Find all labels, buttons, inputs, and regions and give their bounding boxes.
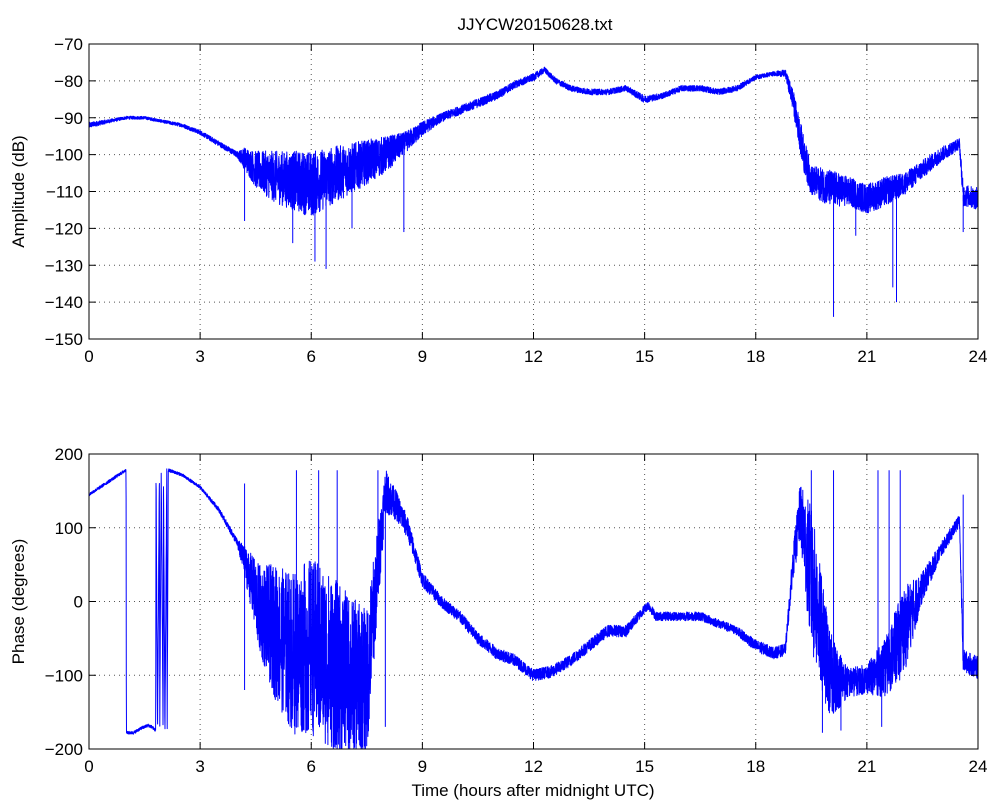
phase-y-axis-label: Phase (degrees) xyxy=(9,539,28,665)
amplitude-y-tick-label: −70 xyxy=(54,35,83,54)
phase-x-tick-label: 12 xyxy=(524,757,543,776)
phase-series-line xyxy=(88,468,979,750)
phase-x-tick-label: 18 xyxy=(746,757,765,776)
amplitude-y-tick-label: −110 xyxy=(46,183,83,202)
amplitude-x-tick-label: 18 xyxy=(746,347,765,366)
phase-ticks xyxy=(88,453,979,750)
amplitude-y-tick-label: −80 xyxy=(54,72,83,91)
amplitude-x-tick-label: 3 xyxy=(195,347,204,366)
phase-x-axis-label: Time (hours after midnight UTC) xyxy=(411,781,654,800)
amplitude-y-tick-label: −120 xyxy=(45,219,83,238)
phase-x-tick-label: 3 xyxy=(195,757,204,776)
amplitude-tick-labels: 0 3 6 9 12 15 18 21 24 −150 −140 −130 −120 −110 −100 −9… xyxy=(45,35,988,366)
amplitude-y-tick-label: −90 xyxy=(54,109,83,128)
phase-y-tick-label: −200 xyxy=(45,740,83,759)
amplitude-x-tick-label: 12 xyxy=(524,347,543,366)
amplitude-x-tick-label: 21 xyxy=(857,347,876,366)
amplitude-x-tick-label: 9 xyxy=(418,347,427,366)
amplitude-y-tick-label: −140 xyxy=(45,293,83,312)
amplitude-y-tick-label: −100 xyxy=(45,146,83,165)
phase-y-tick-label: 0 xyxy=(74,593,83,612)
phase-y-tick-label: 100 xyxy=(55,519,83,538)
phase-y-tick-label: 200 xyxy=(55,445,83,464)
chart-title: JJYCW20150628.txt xyxy=(458,15,613,34)
amplitude-x-tick-label: 15 xyxy=(635,347,654,366)
amplitude-x-tick-label: 0 xyxy=(84,347,93,366)
phase-x-tick-label: 0 xyxy=(84,757,93,776)
amplitude-x-tick-label: 24 xyxy=(969,347,988,366)
phase-x-tick-label: 24 xyxy=(969,757,988,776)
phase-x-tick-label: 6 xyxy=(307,757,316,776)
amplitude-series-line xyxy=(88,66,979,216)
amplitude-y-tick-label: −150 xyxy=(45,330,83,349)
amplitude-y-tick-label: −130 xyxy=(45,256,83,275)
phase-x-tick-label: 9 xyxy=(418,757,427,776)
phase-series xyxy=(88,468,979,750)
phase-plot: 0 3 6 9 12 15 18 21 24 −200 −100 0 100 200 Phase (deg… xyxy=(9,445,987,800)
amplitude-series xyxy=(88,66,979,317)
amplitude-plot: 0 3 6 9 12 15 18 21 24 −150 −140 −130 −120 −110 −100 −9… xyxy=(9,35,987,366)
phase-tick-labels: 0 3 6 9 12 15 18 21 24 −200 −100 0 100 200 xyxy=(45,445,988,776)
phase-y-tick-label: −100 xyxy=(45,666,83,685)
amplitude-y-axis-label: Amplitude (dB) xyxy=(9,135,28,247)
amplitude-ticks xyxy=(88,43,979,340)
phase-x-tick-label: 21 xyxy=(857,757,876,776)
phase-x-tick-label: 15 xyxy=(635,757,654,776)
amplitude-x-tick-label: 6 xyxy=(307,347,316,366)
